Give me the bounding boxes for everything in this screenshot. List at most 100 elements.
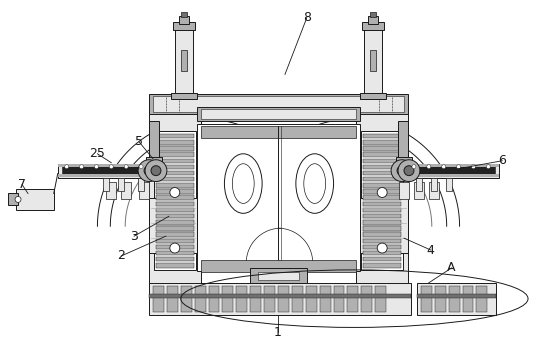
Bar: [181, 286, 192, 311]
Circle shape: [138, 160, 160, 182]
Bar: [201, 260, 356, 272]
Bar: [363, 208, 401, 212]
Bar: [156, 214, 194, 218]
Bar: [156, 251, 194, 255]
Circle shape: [109, 165, 113, 169]
Bar: [173, 22, 194, 30]
Circle shape: [398, 160, 420, 182]
Text: A: A: [447, 261, 456, 274]
Circle shape: [486, 165, 490, 169]
Bar: [370, 50, 376, 71]
Circle shape: [471, 165, 476, 169]
Bar: [153, 286, 164, 311]
Circle shape: [442, 165, 446, 169]
Bar: [278, 286, 289, 311]
Bar: [250, 286, 261, 311]
Bar: [399, 182, 409, 200]
Bar: [334, 286, 344, 311]
Bar: [360, 199, 408, 253]
Bar: [156, 220, 194, 224]
Bar: [375, 286, 386, 311]
Bar: [320, 286, 331, 311]
Bar: [197, 107, 360, 121]
Bar: [236, 286, 247, 311]
Bar: [361, 286, 372, 311]
Bar: [402, 164, 499, 177]
Text: 5: 5: [135, 135, 143, 148]
Bar: [363, 202, 401, 206]
Bar: [363, 134, 401, 138]
Bar: [156, 189, 194, 194]
Bar: [156, 177, 194, 182]
Bar: [171, 93, 197, 99]
Bar: [292, 286, 303, 311]
Bar: [156, 165, 194, 169]
Bar: [363, 263, 401, 268]
Bar: [396, 157, 412, 165]
Bar: [149, 94, 408, 114]
Bar: [258, 272, 299, 280]
Bar: [370, 12, 376, 17]
Bar: [156, 146, 194, 151]
Circle shape: [65, 165, 69, 169]
Bar: [363, 232, 401, 237]
Bar: [58, 174, 155, 176]
Bar: [364, 28, 382, 95]
Bar: [156, 158, 194, 163]
Bar: [146, 157, 162, 165]
Bar: [402, 174, 499, 176]
Bar: [363, 220, 401, 224]
Bar: [363, 146, 401, 151]
Text: 7: 7: [18, 178, 26, 191]
Circle shape: [170, 188, 180, 198]
Bar: [462, 286, 473, 311]
Bar: [363, 214, 401, 218]
Bar: [106, 182, 116, 200]
Bar: [121, 182, 131, 200]
Bar: [363, 165, 401, 169]
Circle shape: [144, 166, 154, 176]
Bar: [175, 28, 193, 95]
Bar: [363, 251, 401, 255]
Circle shape: [145, 160, 167, 182]
Bar: [16, 188, 54, 210]
Bar: [368, 16, 378, 24]
Bar: [363, 226, 401, 231]
Circle shape: [151, 166, 161, 176]
Circle shape: [15, 197, 21, 202]
Bar: [149, 121, 159, 166]
Bar: [360, 93, 386, 99]
Bar: [156, 183, 194, 188]
Text: 1: 1: [274, 326, 282, 339]
Bar: [156, 245, 194, 249]
Bar: [429, 182, 439, 200]
Bar: [363, 189, 401, 194]
Bar: [181, 50, 187, 71]
Bar: [149, 283, 411, 314]
Bar: [363, 239, 401, 243]
Circle shape: [124, 165, 128, 169]
Text: 2: 2: [118, 250, 125, 262]
Bar: [156, 226, 194, 231]
Bar: [431, 177, 437, 191]
Bar: [417, 283, 496, 314]
Bar: [104, 177, 109, 191]
Text: 25: 25: [90, 147, 105, 160]
Bar: [58, 164, 155, 167]
Bar: [363, 140, 401, 144]
Bar: [156, 195, 194, 200]
Bar: [363, 257, 401, 261]
Bar: [156, 140, 194, 144]
Bar: [194, 286, 206, 311]
Bar: [179, 16, 189, 24]
Bar: [156, 257, 194, 261]
Circle shape: [457, 165, 461, 169]
Bar: [62, 166, 151, 174]
Bar: [139, 182, 149, 200]
Bar: [361, 131, 403, 270]
Bar: [363, 152, 401, 157]
Bar: [417, 294, 496, 298]
Bar: [476, 286, 487, 311]
Circle shape: [391, 160, 413, 182]
Bar: [58, 164, 155, 177]
